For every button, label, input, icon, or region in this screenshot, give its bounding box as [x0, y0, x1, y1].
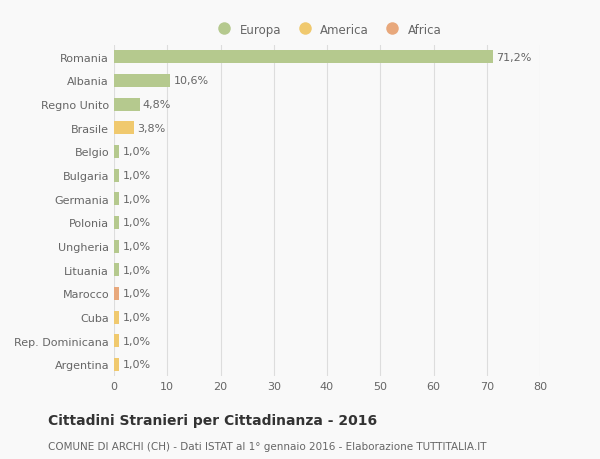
Text: 1,0%: 1,0%	[122, 147, 151, 157]
Bar	[114, 193, 119, 206]
Bar	[114, 311, 119, 324]
Text: 71,2%: 71,2%	[496, 53, 532, 63]
Text: 1,0%: 1,0%	[122, 336, 151, 346]
Text: 1,0%: 1,0%	[122, 241, 151, 252]
Text: COMUNE DI ARCHI (CH) - Dati ISTAT al 1° gennaio 2016 - Elaborazione TUTTITALIA.I: COMUNE DI ARCHI (CH) - Dati ISTAT al 1° …	[48, 441, 487, 451]
Legend: Europa, America, Africa: Europa, America, Africa	[208, 19, 446, 41]
Text: 1,0%: 1,0%	[122, 289, 151, 299]
Text: 1,0%: 1,0%	[122, 218, 151, 228]
Text: 1,0%: 1,0%	[122, 313, 151, 322]
Bar	[114, 287, 119, 300]
Bar	[114, 51, 493, 64]
Text: 10,6%: 10,6%	[173, 76, 209, 86]
Bar	[114, 240, 119, 253]
Bar	[114, 169, 119, 182]
Text: 1,0%: 1,0%	[122, 171, 151, 181]
Bar	[114, 358, 119, 371]
Bar	[114, 335, 119, 347]
Bar	[114, 122, 134, 135]
Text: 1,0%: 1,0%	[122, 265, 151, 275]
Text: 1,0%: 1,0%	[122, 194, 151, 204]
Bar	[114, 75, 170, 88]
Bar	[114, 263, 119, 277]
Text: Cittadini Stranieri per Cittadinanza - 2016: Cittadini Stranieri per Cittadinanza - 2…	[48, 413, 377, 427]
Bar	[114, 217, 119, 230]
Text: 3,8%: 3,8%	[137, 123, 166, 134]
Bar	[114, 98, 140, 112]
Text: 1,0%: 1,0%	[122, 359, 151, 369]
Bar	[114, 146, 119, 159]
Text: 4,8%: 4,8%	[143, 100, 171, 110]
